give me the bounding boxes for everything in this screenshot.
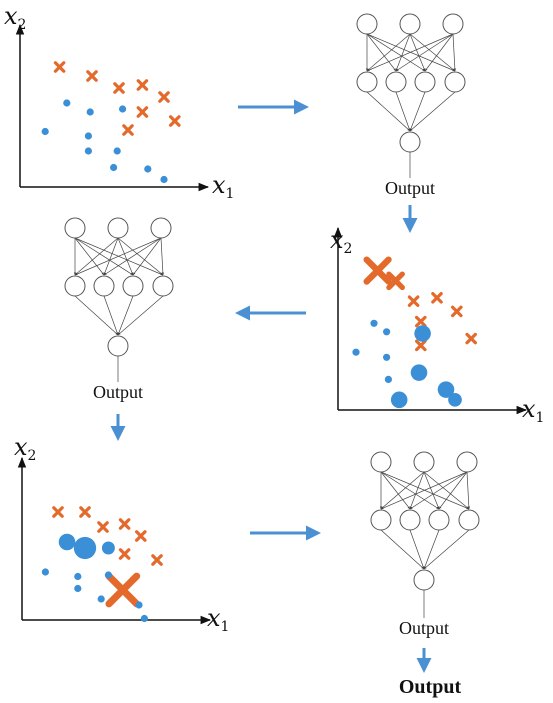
orange-cross — [136, 106, 149, 118]
blue-dot — [383, 328, 391, 336]
blue-dot — [63, 99, 71, 107]
blue-dot — [113, 147, 121, 155]
x-axis-label: x1 — [522, 395, 544, 426]
y-axis-label: x2 — [330, 226, 352, 257]
blue-dot — [410, 364, 428, 381]
orange-cross — [158, 91, 170, 103]
orange-cross — [105, 572, 141, 608]
orange-cross — [122, 124, 134, 136]
orange-cross — [363, 256, 392, 285]
neuron-node — [413, 451, 435, 473]
orange-cross — [97, 521, 109, 533]
neuron-node — [150, 217, 172, 239]
scatter-final-panel: x1 x2 — [14, 433, 229, 635]
blue-dot — [84, 132, 92, 140]
orange-cross — [118, 548, 131, 560]
neuron-node — [413, 569, 435, 591]
orange-cross — [431, 292, 443, 304]
orange-cross — [86, 70, 98, 82]
orange-cross — [407, 295, 420, 307]
orange-cross — [136, 79, 149, 91]
orange-cross — [52, 506, 64, 518]
blue-dot — [383, 353, 391, 361]
final-output-label: Output — [399, 676, 462, 698]
orange-cross — [135, 530, 147, 542]
neuron-node — [456, 451, 478, 473]
neuron-node — [152, 275, 174, 297]
network-3: Output — [370, 451, 480, 638]
blue-dot — [160, 175, 168, 184]
neuron-node — [399, 509, 421, 531]
blue-dot — [84, 147, 92, 155]
neuron-node — [93, 275, 115, 297]
y-axis-label: x2 — [4, 2, 26, 33]
neuron-node — [356, 71, 378, 93]
blue-dot — [74, 584, 82, 593]
blue-dot — [437, 381, 455, 398]
orange-cross — [451, 305, 463, 318]
neuron-node — [458, 509, 480, 531]
neuron-node — [442, 13, 464, 35]
orange-cross — [113, 82, 125, 94]
blue-dot — [384, 375, 392, 383]
orange-cross — [386, 271, 405, 291]
orange-cross — [79, 506, 91, 518]
neuron-node — [414, 71, 436, 93]
neuron-node — [370, 509, 392, 531]
blue-dot — [135, 601, 143, 609]
blue-dot — [352, 348, 360, 356]
neuron-node — [385, 71, 407, 93]
neuron-node — [444, 71, 466, 93]
output-label: Output — [385, 178, 435, 198]
neuron-node — [64, 275, 86, 297]
neuron-node — [356, 13, 378, 35]
orange-cross — [53, 61, 66, 73]
output-label: Output — [93, 382, 143, 402]
neuron-node — [399, 13, 421, 35]
blue-dot — [86, 108, 94, 116]
blue-dot — [144, 165, 152, 173]
blue-dot — [140, 614, 148, 623]
orange-cross — [118, 518, 131, 530]
orange-cross — [465, 332, 477, 345]
network-1: Output — [356, 13, 466, 198]
blue-dot — [58, 533, 76, 551]
scatter-reweighted-panel: x1 x2 — [330, 226, 544, 426]
output-label: Output — [399, 618, 449, 638]
orange-cross — [415, 315, 427, 328]
blue-dot — [110, 163, 118, 172]
neuron-node — [64, 217, 86, 239]
blue-dot — [73, 536, 97, 560]
x-axis-label: x1 — [207, 604, 229, 635]
blue-dot — [414, 325, 431, 342]
blue-dot — [97, 595, 105, 603]
blue-dot — [370, 319, 378, 327]
neuron-node — [122, 275, 144, 297]
x-axis-label: x1 — [212, 171, 234, 202]
blue-dot — [448, 392, 462, 407]
blue-dot — [101, 541, 115, 555]
orange-cross — [151, 554, 163, 566]
y-axis-label: x2 — [14, 433, 36, 464]
blue-dot — [41, 127, 49, 136]
neuron-node — [428, 509, 450, 531]
scatter-initial-panel: x1 x2 — [4, 2, 234, 202]
blue-dot — [119, 105, 127, 113]
blue-dot — [104, 571, 112, 579]
orange-cross — [415, 339, 427, 352]
network-2: Output — [64, 217, 174, 402]
blue-dot — [41, 568, 50, 576]
neuron-node — [107, 335, 129, 357]
orange-cross — [169, 115, 181, 127]
blue-dot — [390, 391, 408, 409]
blue-dot — [74, 572, 82, 581]
neuron-node — [370, 451, 392, 473]
neuron-node — [107, 217, 129, 239]
neuron-node — [399, 131, 421, 153]
